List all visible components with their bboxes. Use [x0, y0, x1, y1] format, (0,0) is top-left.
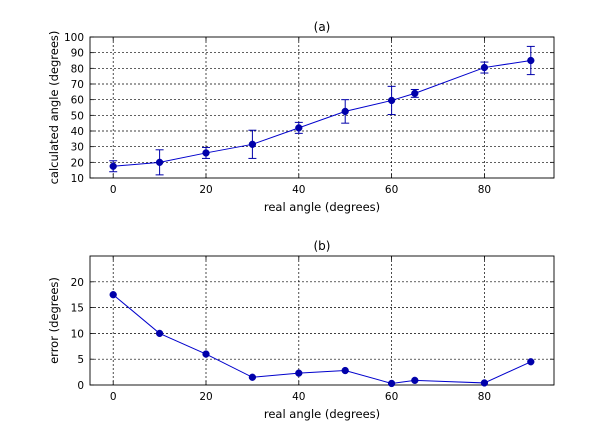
data-point	[248, 373, 257, 381]
x-axis-label: real angle (degrees)	[264, 200, 380, 214]
y-tick-label: 20	[71, 277, 84, 289]
series-line	[112, 294, 532, 384]
y-tick-label: 30	[71, 142, 84, 154]
data-point	[387, 96, 396, 105]
y-tick-label: 50	[71, 110, 84, 122]
x-tick-label: 60	[385, 184, 398, 196]
x-tick-label: 0	[110, 391, 117, 403]
data-point	[109, 291, 117, 299]
y-tick-label: 80	[71, 63, 84, 75]
y-tick-label: 40	[71, 126, 84, 138]
x-tick-label: 60	[385, 391, 398, 403]
x-tick-label: 40	[292, 184, 305, 196]
y-axis-label: calculated angle (degrees)	[47, 31, 61, 185]
data-point	[155, 329, 164, 338]
data-point	[341, 366, 349, 375]
panel-b: 0 20 40 60 80 0 5 10 15 20 (b) real angle (degrees)…	[47, 239, 555, 421]
y-tick-label: 15	[71, 303, 84, 315]
panel-a: 0 20 40 60 80 10 20 30 40 50 60 70 80 90 100 (a) real an…	[47, 20, 555, 214]
data-point	[387, 379, 396, 388]
x-tick-label: 0	[110, 184, 117, 196]
x-tick-label: 40	[292, 391, 305, 403]
plot-frame	[89, 255, 555, 386]
x-axis-label: real angle (degrees)	[264, 407, 380, 421]
y-tick-label: 5	[77, 354, 84, 366]
y-axis-label: error (degrees)	[47, 277, 61, 364]
data-point	[155, 158, 164, 166]
y-tick-label: 60	[71, 95, 84, 107]
data-point	[295, 369, 303, 377]
y-tick-label: 70	[71, 79, 84, 91]
y-tick-label: 10	[71, 173, 84, 185]
data-point	[202, 350, 210, 358]
y-tick-label: 10	[71, 328, 84, 340]
y-tick-label: 20	[71, 157, 84, 169]
data-point	[295, 124, 303, 132]
plot-frame	[89, 36, 555, 179]
y-tick-label: 100	[64, 32, 84, 44]
x-tick-label: 20	[199, 184, 212, 196]
data-point	[480, 63, 489, 72]
data-point	[480, 379, 489, 387]
data-point	[527, 358, 535, 366]
data-point	[527, 56, 535, 65]
data-point	[202, 149, 210, 157]
data-point	[341, 107, 349, 116]
panel-title: (a)	[314, 20, 331, 34]
y-tick-label: 90	[71, 48, 84, 60]
series-line	[113, 60, 531, 167]
data-point	[411, 376, 419, 385]
x-tick-label: 80	[478, 391, 491, 403]
data-point	[411, 89, 419, 98]
x-tick-label: 20	[199, 391, 212, 403]
data-point	[109, 162, 117, 170]
y-tick-label: 0	[77, 380, 84, 392]
data-point	[248, 140, 257, 148]
panel-title: (b)	[314, 239, 331, 253]
x-tick-label: 80	[478, 184, 491, 196]
